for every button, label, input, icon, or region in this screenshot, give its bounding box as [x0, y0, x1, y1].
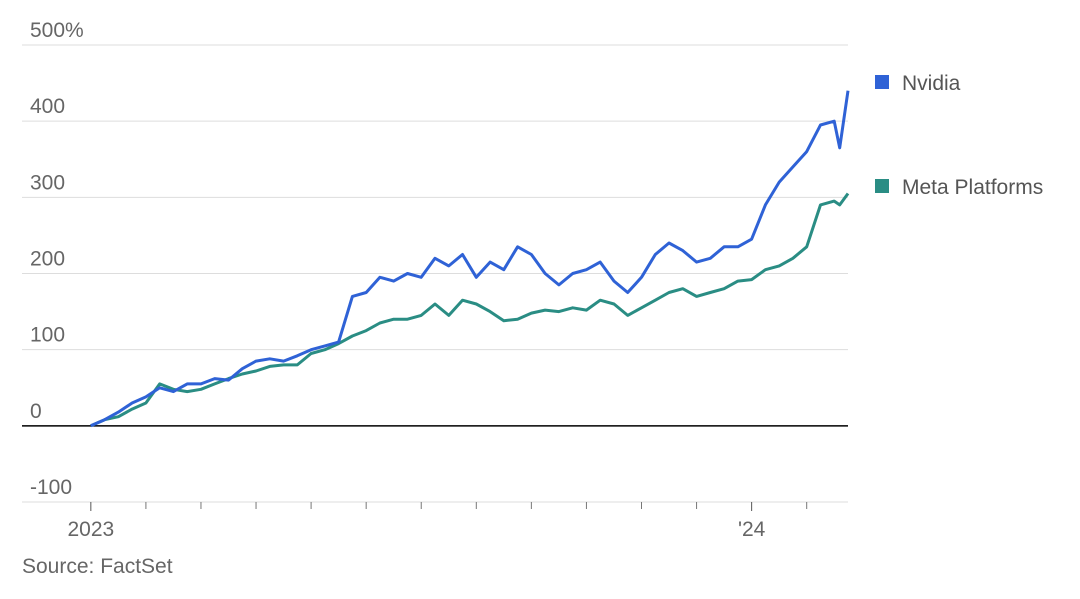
- legend-swatch: [875, 75, 889, 89]
- legend-label: Meta Platforms: [902, 176, 1043, 199]
- legend-swatch: [875, 179, 889, 193]
- y-tick-label: 100: [30, 324, 65, 347]
- y-tick-label: -100: [30, 476, 72, 499]
- x-tick-label: '24: [738, 518, 766, 541]
- x-tick-label: 2023: [67, 518, 114, 541]
- y-tick-label: 0: [30, 400, 42, 423]
- y-tick-label: 500%: [30, 19, 84, 42]
- y-tick-label: 300: [30, 171, 65, 194]
- legend-label: Nvidia: [902, 72, 961, 95]
- y-tick-label: 400: [30, 95, 65, 118]
- y-tick-label: 200: [30, 248, 65, 271]
- line-series: [90, 192, 850, 428]
- source: Source: FactSet: [22, 555, 173, 578]
- line-series: [90, 90, 850, 428]
